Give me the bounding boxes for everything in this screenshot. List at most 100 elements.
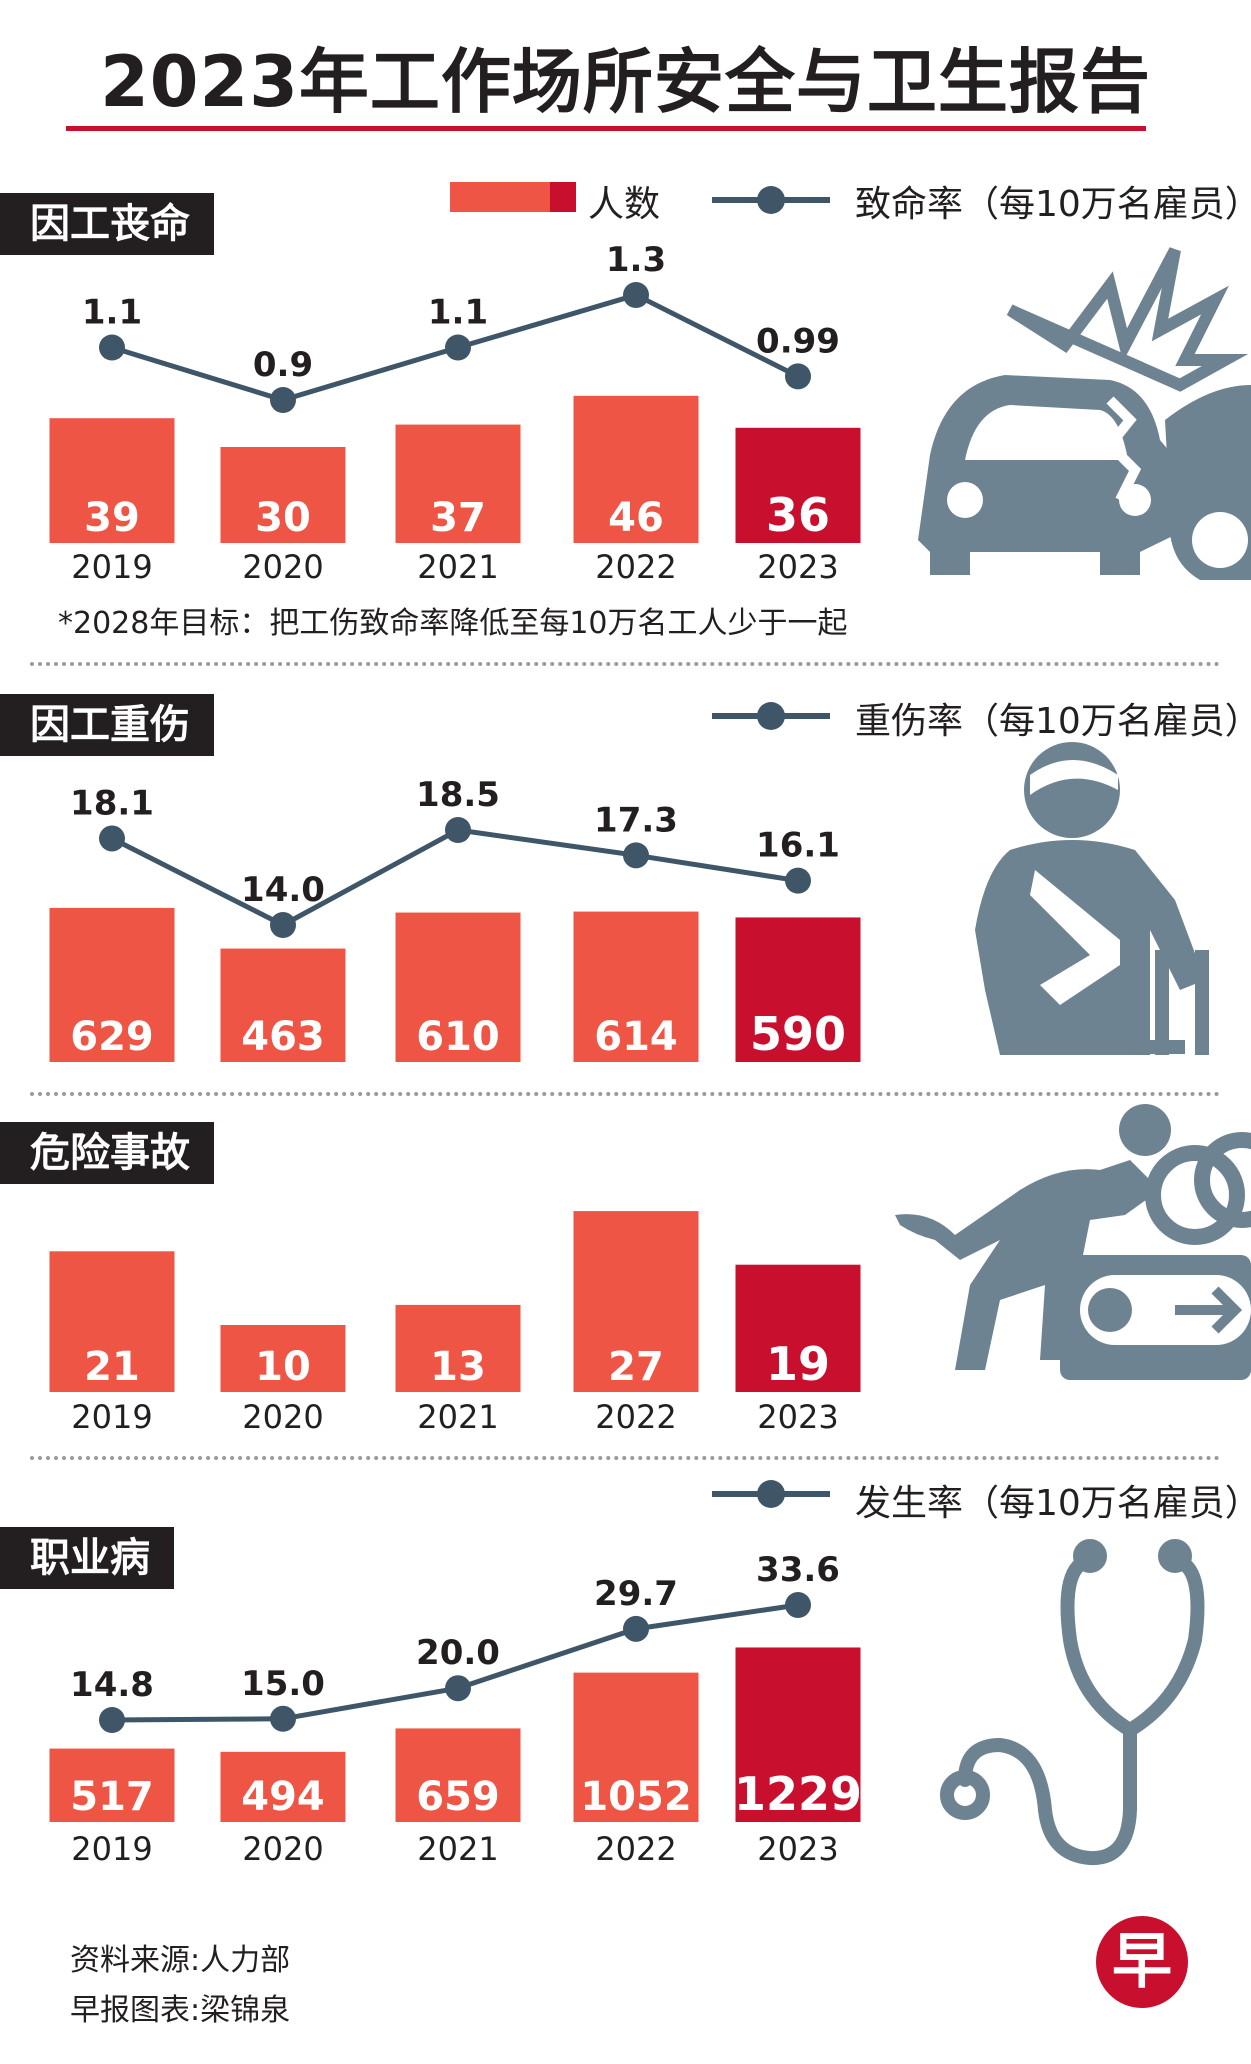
- section-label-dangerous: 危险事故: [0, 1122, 214, 1184]
- x-tick-label: 2020: [242, 1398, 323, 1436]
- legend-disease-rate-label: 发生率（每10万名雇员）: [855, 1483, 1251, 1524]
- x-tick-label: 2021: [417, 548, 498, 586]
- rate-point: [99, 1707, 125, 1733]
- section-label-fatal: 因工丧命: [0, 193, 214, 255]
- bar: [220, 447, 346, 543]
- chart-group-2: 21 10 13 27 19 2019 2020 2021 2022 2023: [49, 1211, 861, 1436]
- x-tick-label: 2022: [595, 1830, 676, 1868]
- bar-value-label: 19: [766, 1337, 830, 1391]
- bar-value-label: 21: [84, 1344, 140, 1390]
- rate-value-label: 0.9: [253, 345, 313, 385]
- rate-point: [270, 387, 296, 413]
- bar: [220, 948, 346, 1062]
- x-tick-label: 2022: [595, 1398, 676, 1436]
- legend-bar-swatch-highlight: [550, 182, 576, 212]
- target-note: *2028年目标：把工伤致命率降低至每10万名工人少于一起: [58, 606, 848, 641]
- bar-value-label: 659: [416, 1774, 500, 1820]
- rate-point: [623, 842, 649, 869]
- x-tick-label: 2020: [242, 548, 323, 586]
- rate-line: [110, 827, 799, 928]
- bar: [573, 1672, 699, 1822]
- bar-value-label: 590: [750, 1007, 846, 1061]
- bar: [220, 1325, 346, 1392]
- x-tick-label: 2023: [757, 1398, 838, 1436]
- bar-value-label: 27: [608, 1344, 664, 1390]
- rate-value-label: 0.99: [756, 321, 840, 361]
- car-crash-icon: [918, 247, 1251, 580]
- rate-point: [99, 334, 125, 361]
- zaobao-logo: 早: [1096, 1916, 1188, 2008]
- stethoscope-icon: [940, 1539, 1205, 1866]
- bar-value-label: 610: [416, 1014, 500, 1060]
- bar-value-label: 1052: [580, 1774, 691, 1820]
- rate-value-label: 1.3: [606, 240, 666, 280]
- bar: [49, 1748, 175, 1822]
- rate-point: [445, 817, 471, 843]
- bar-value-label: 46: [608, 495, 664, 541]
- bar: [735, 427, 861, 543]
- machine-accident-icon: [895, 1104, 1251, 1380]
- rate-point: [445, 334, 471, 361]
- bar: [220, 1751, 346, 1822]
- legend-line-marker-injury: [712, 702, 830, 730]
- bar-value-label: 13: [430, 1344, 486, 1390]
- x-tick-label: 2020: [242, 1830, 323, 1868]
- chart-group-1: 629 463 610 614 590 18.1 14.0 18.5 17.3 16.1: [49, 775, 861, 1062]
- section-label-disease: 职业病: [0, 1527, 174, 1589]
- bar: [395, 1304, 521, 1392]
- section-divider: [30, 1456, 1220, 1460]
- rate-point: [623, 282, 649, 308]
- legend-line-marker-disease: [712, 1480, 830, 1508]
- chart-group-0: 39 30 37 46 36 2019 2020 2021 2022 2023 1.1 0.9 1.1 1…: [49, 240, 861, 586]
- rate-point: [785, 1592, 811, 1618]
- bar-value-label: 494: [241, 1774, 325, 1820]
- section-divider: [30, 1092, 1220, 1096]
- bar-value-label: 10: [255, 1344, 311, 1390]
- rate-point: [785, 363, 811, 390]
- title-underline: [66, 126, 1146, 131]
- section-label-injury: 因工重伤: [0, 694, 214, 756]
- bar: [573, 395, 699, 543]
- bar-value-label: 1229: [734, 1767, 862, 1821]
- rate-value-label: 1.1: [82, 293, 142, 333]
- rate-value-label: 1.1: [428, 293, 488, 333]
- rate-point: [270, 912, 296, 938]
- rate-value-label: 18.1: [70, 783, 154, 823]
- bar: [395, 912, 521, 1062]
- bar: [735, 1264, 861, 1392]
- rate-value-label: 16.1: [756, 826, 840, 866]
- legend-count-label: 人数: [588, 184, 661, 225]
- legend-fatal-rate-label: 致命率（每10万名雇员）: [855, 184, 1251, 225]
- credit-text: 早报图表:梁锦泉: [70, 1993, 291, 2028]
- section-divider: [30, 662, 1220, 666]
- rate-value-label: 18.5: [416, 775, 500, 815]
- x-tick-label: 2023: [757, 548, 838, 586]
- bar-value-label: 37: [430, 495, 486, 541]
- x-tick-label: 2019: [71, 548, 152, 586]
- rate-point: [623, 1615, 649, 1642]
- rate-value-label: 15.0: [241, 1664, 325, 1704]
- bar-value-label: 39: [84, 495, 140, 541]
- x-tick-label: 2021: [417, 1830, 498, 1868]
- x-tick-label: 2022: [595, 548, 676, 586]
- bar-value-label: 463: [241, 1014, 325, 1060]
- legend-line-marker-fatal: [712, 186, 830, 214]
- bar: [735, 1647, 861, 1822]
- bar: [49, 418, 175, 543]
- legend-injury-rate-label: 重伤率（每10万名雇员）: [855, 701, 1251, 742]
- rate-value-label: 14.8: [70, 1665, 154, 1705]
- injured-person-icon: [975, 742, 1209, 1055]
- rate-value-label: 17.3: [594, 800, 678, 840]
- x-tick-label: 2021: [417, 1398, 498, 1436]
- bar: [49, 1251, 175, 1392]
- source-text: 资料来源:人力部: [70, 1943, 291, 1978]
- bar: [573, 1211, 699, 1392]
- rate-value-label: 20.0: [416, 1633, 500, 1673]
- rate-point: [445, 1675, 471, 1702]
- rate-value-label: 29.7: [594, 1574, 678, 1614]
- bar: [395, 424, 521, 543]
- rate-point: [785, 867, 811, 894]
- bar-value-label: 30: [255, 495, 311, 541]
- bar-value-label: 36: [766, 488, 830, 542]
